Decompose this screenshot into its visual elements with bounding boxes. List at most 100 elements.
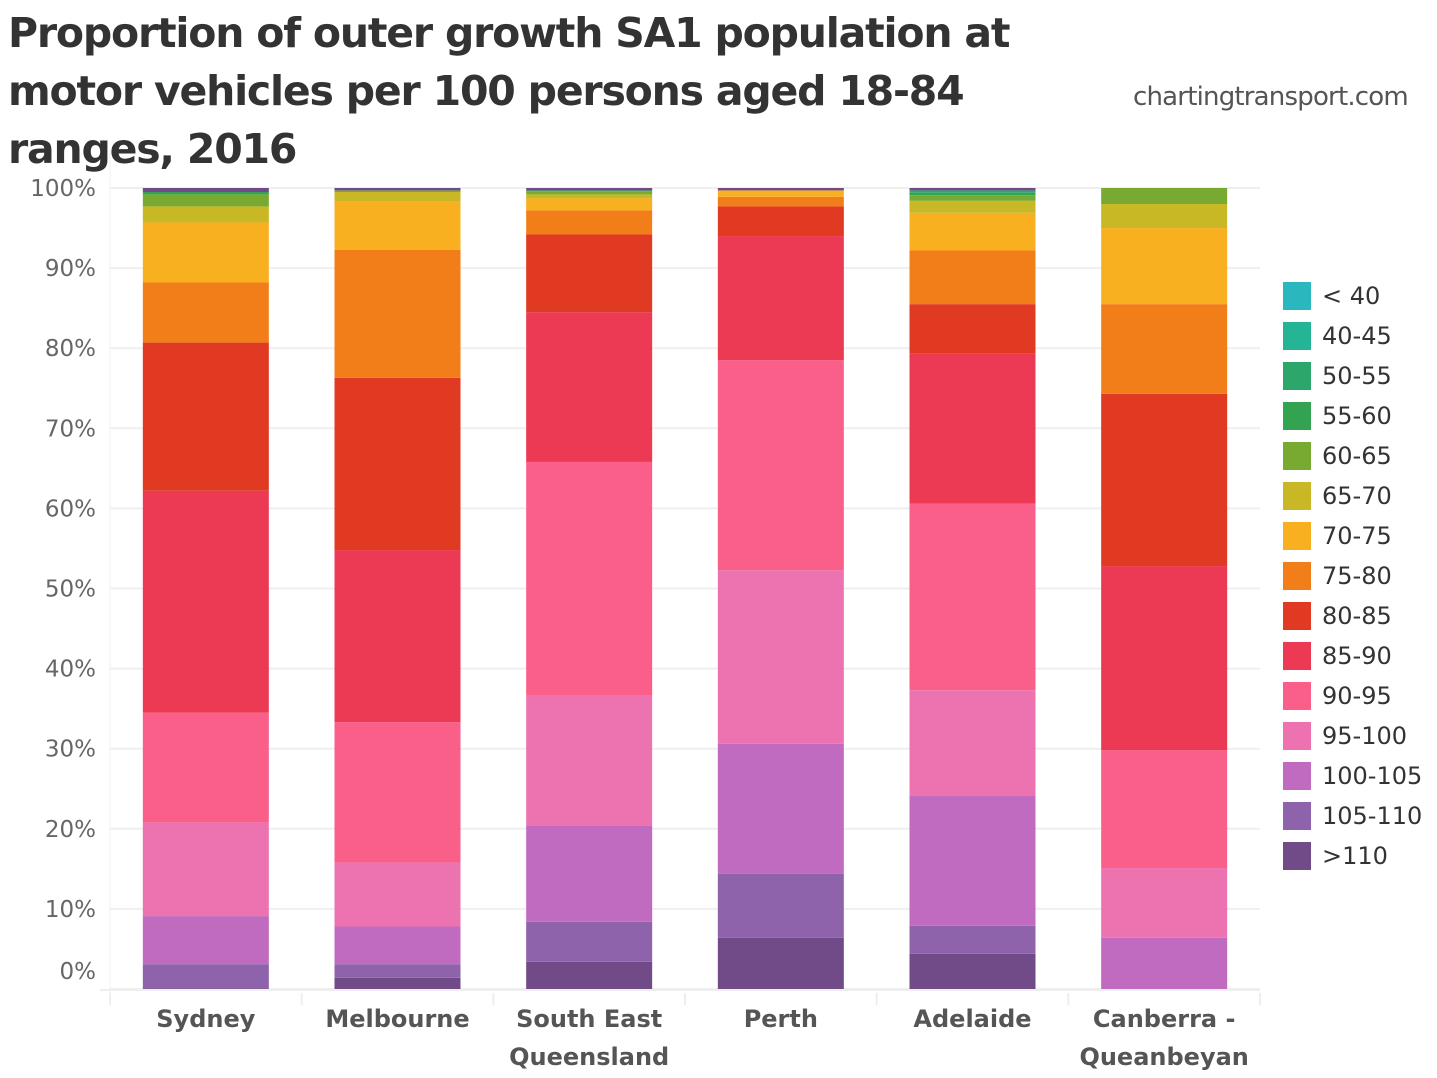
bar-segment[interactable]: [717, 188, 844, 191]
bar-segment[interactable]: [526, 234, 653, 313]
bar-segment[interactable]: [142, 916, 269, 965]
legend-item[interactable]: 80-85: [1283, 596, 1422, 636]
bar-segment[interactable]: [142, 188, 269, 193]
bar-segment[interactable]: [1101, 750, 1228, 869]
legend-label: 60-65: [1322, 442, 1392, 470]
bar-segment[interactable]: [142, 192, 269, 195]
bar-segment[interactable]: [909, 212, 1036, 251]
legend-swatch: [1283, 282, 1311, 310]
legend-item[interactable]: < 40: [1283, 276, 1422, 316]
legend-item[interactable]: 85-90: [1283, 636, 1422, 676]
bar-segment[interactable]: [909, 200, 1036, 213]
bar-segment[interactable]: [909, 795, 1036, 926]
bar-segment[interactable]: [1101, 304, 1228, 394]
bar-segment[interactable]: [909, 188, 1036, 191]
bar-segment[interactable]: [142, 712, 269, 823]
bar-segment[interactable]: [142, 282, 269, 343]
bar-segment[interactable]: [1101, 393, 1228, 567]
bar-segment[interactable]: [142, 342, 269, 491]
legend-label: 95-100: [1322, 722, 1408, 750]
bar-segment[interactable]: [909, 304, 1036, 354]
bar-segment[interactable]: [526, 190, 653, 192]
bar-segment[interactable]: [526, 188, 653, 191]
legend-label: 85-90: [1322, 642, 1392, 670]
bar-segment[interactable]: [909, 690, 1036, 796]
legend-item[interactable]: >110: [1283, 836, 1422, 876]
legend-label: < 40: [1322, 282, 1381, 310]
bar-segment[interactable]: [334, 977, 461, 989]
bar-segment[interactable]: [142, 490, 269, 713]
bar-segment[interactable]: [1101, 228, 1228, 305]
bar-segment[interactable]: [526, 210, 653, 235]
legend-swatch: [1283, 722, 1311, 750]
bar-segment[interactable]: [909, 353, 1036, 504]
legend-swatch: [1283, 322, 1311, 350]
bar-segment[interactable]: [1101, 566, 1228, 751]
bar-segment[interactable]: [717, 360, 844, 571]
legend-item[interactable]: 65-70: [1283, 476, 1422, 516]
bar-segment[interactable]: [1101, 204, 1228, 229]
legend-item[interactable]: 70-75: [1283, 516, 1422, 556]
bar-segment[interactable]: [717, 206, 844, 237]
bar-stack: [334, 188, 461, 989]
bar-segment[interactable]: [909, 503, 1036, 691]
bar-segment[interactable]: [717, 570, 844, 744]
bar-segment[interactable]: [334, 192, 461, 202]
bar-segment[interactable]: [717, 937, 844, 989]
legend-item[interactable]: 40-45: [1283, 316, 1422, 356]
y-tick-label: 30%: [45, 737, 96, 763]
bar-segment[interactable]: [909, 195, 1036, 201]
bar-segment[interactable]: [717, 190, 844, 197]
bar-segment[interactable]: [526, 194, 653, 199]
legend-item[interactable]: 100-105: [1283, 756, 1422, 796]
bar-segment[interactable]: [334, 964, 461, 978]
bar-segment[interactable]: [717, 743, 844, 874]
bar-segment[interactable]: [526, 921, 653, 962]
legend-item[interactable]: 75-80: [1283, 556, 1422, 596]
bar-segment[interactable]: [142, 194, 269, 207]
bar-segment[interactable]: [526, 312, 653, 462]
bar-segment[interactable]: [909, 953, 1036, 989]
bar-segment[interactable]: [1101, 937, 1228, 989]
x-tick-label: Canberra -: [1093, 1005, 1236, 1033]
bar-segment[interactable]: [334, 201, 461, 250]
bar-segment[interactable]: [334, 722, 461, 863]
bar-segment[interactable]: [142, 822, 269, 917]
bar-segment[interactable]: [526, 695, 653, 826]
legend-item[interactable]: 55-60: [1283, 396, 1422, 436]
legend-item[interactable]: 95-100: [1283, 716, 1422, 756]
bar-segment[interactable]: [142, 206, 269, 223]
bar-segment[interactable]: [909, 190, 1036, 193]
bar-segment[interactable]: [334, 188, 461, 191]
bar-segment[interactable]: [1101, 868, 1228, 938]
legend: < 40 40-45 50-55 55-60 60-65 65-70 70-75 75-80 8…: [1283, 276, 1422, 876]
bar-segment[interactable]: [142, 222, 269, 283]
bar-segment[interactable]: [334, 190, 461, 193]
bar-segment[interactable]: [334, 249, 461, 378]
bar-segment[interactable]: [334, 550, 461, 723]
bar-segment[interactable]: [334, 926, 461, 965]
bar-segment[interactable]: [1101, 188, 1228, 205]
bar-segment[interactable]: [526, 961, 653, 989]
x-tick-label: Melbourne: [325, 1005, 469, 1033]
bar-segment[interactable]: [717, 196, 844, 207]
bar-segment[interactable]: [909, 925, 1036, 954]
bar-segment[interactable]: [717, 873, 844, 938]
legend-item[interactable]: 90-95: [1283, 676, 1422, 716]
bar-segment[interactable]: [526, 191, 653, 195]
bar-segment[interactable]: [909, 250, 1036, 305]
bar-segment[interactable]: [526, 198, 653, 211]
bar-segment[interactable]: [526, 825, 653, 922]
legend-swatch: [1283, 602, 1311, 630]
bar-segment[interactable]: [142, 988, 269, 989]
bar-segment[interactable]: [142, 964, 269, 989]
legend-item[interactable]: 60-65: [1283, 436, 1422, 476]
bar-segment[interactable]: [717, 236, 844, 361]
legend-item[interactable]: 105-110: [1283, 796, 1422, 836]
bar-segment[interactable]: [526, 461, 653, 696]
legend-item[interactable]: 50-55: [1283, 356, 1422, 396]
bar-segment[interactable]: [334, 377, 461, 551]
bar-stack: [526, 188, 653, 989]
bar-segment[interactable]: [909, 192, 1036, 196]
bar-segment[interactable]: [334, 862, 461, 927]
